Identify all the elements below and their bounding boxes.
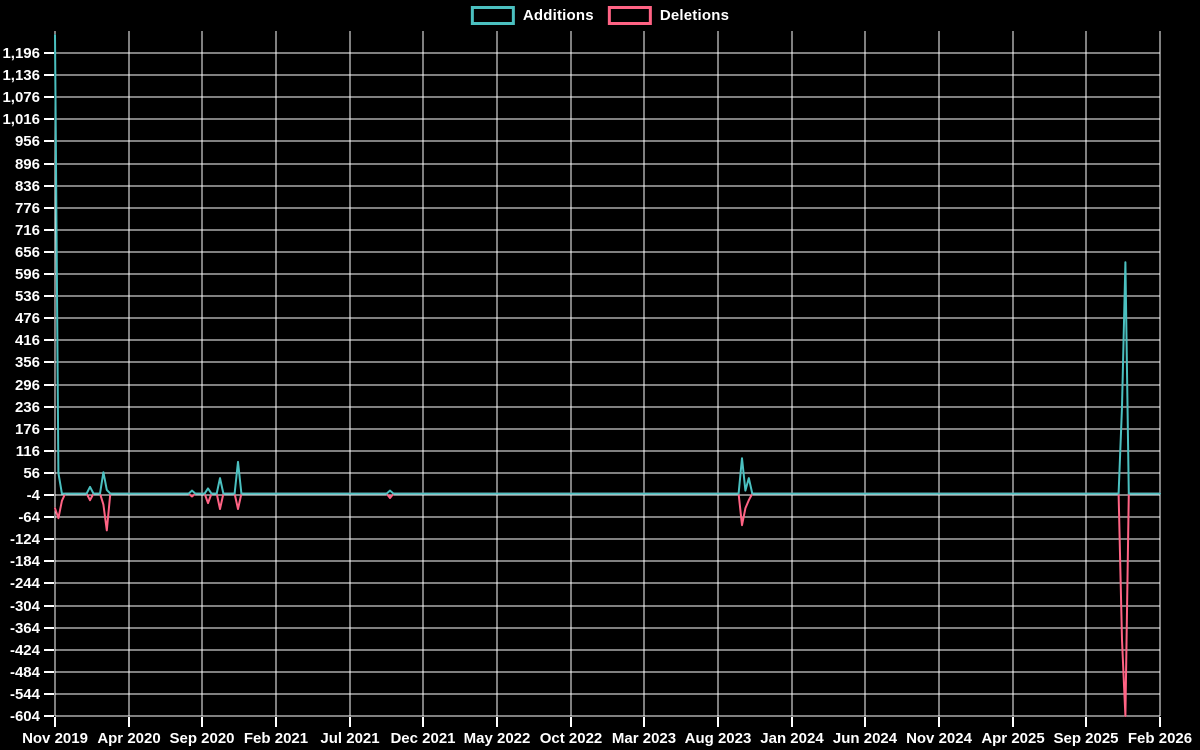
x-tick-label: Nov 2019	[22, 730, 88, 747]
y-tick-label: -364	[10, 620, 41, 637]
y-tick-label: 236	[15, 399, 40, 416]
y-tick-label: 1,016	[2, 111, 40, 128]
x-tick-label: Aug 2023	[685, 730, 752, 747]
x-tick-label: Jun 2024	[833, 730, 898, 747]
legend-label-deletions: Deletions	[659, 7, 730, 24]
series-line-deletions	[54, 492, 1161, 717]
legend-item-deletions[interactable]: Deletions	[607, 6, 730, 25]
y-tick-label: 1,136	[2, 67, 40, 84]
y-tick-label: -124	[10, 531, 41, 548]
y-tick-label: 596	[15, 266, 40, 283]
chart-legend: Additions Deletions	[470, 6, 730, 25]
x-tick-label: Jan 2024	[760, 730, 824, 747]
y-tick-label: -4	[27, 487, 41, 504]
x-tick-label: Oct 2022	[540, 730, 603, 747]
series-line-additions	[54, 34, 1161, 495]
x-tick-label: Nov 2024	[906, 730, 973, 747]
y-tick-label: 176	[15, 421, 40, 438]
x-tick-label: Mar 2023	[612, 730, 676, 747]
x-tick-label: Apr 2025	[981, 730, 1044, 747]
label-layer: 1,196 1,136 1,076 1,016 956 896 836 776 716 656 59…	[2, 45, 1192, 747]
y-tick-label: 956	[15, 133, 40, 150]
y-tick-label: -484	[10, 664, 41, 681]
y-tick-label: -604	[10, 708, 41, 725]
x-tick-label: Sep 2020	[169, 730, 234, 747]
y-tick-label: 476	[15, 310, 40, 327]
y-tick-label: 536	[15, 288, 40, 305]
grid-layer	[54, 31, 1161, 717]
y-tick-label: -424	[10, 642, 41, 659]
y-tick-label: 896	[15, 156, 40, 173]
x-tick-label: Sep 2025	[1053, 730, 1118, 747]
x-tick-label: Dec 2021	[390, 730, 455, 747]
series-layer	[54, 34, 1161, 717]
y-tick-label: 116	[16, 443, 40, 460]
y-tick-label: -64	[18, 509, 40, 526]
y-tick-label: 1,076	[2, 89, 40, 106]
y-tick-label: 416	[15, 332, 40, 349]
tick-layer	[44, 52, 1161, 727]
y-tick-label: 716	[15, 222, 40, 239]
y-tick-label: 56	[23, 465, 40, 482]
y-tick-label: 1,196	[2, 45, 40, 62]
additions-swatch-icon	[470, 6, 515, 25]
x-tick-label: Apr 2020	[97, 730, 160, 747]
y-tick-label: 776	[15, 200, 40, 217]
x-tick-label: Feb 2021	[244, 730, 308, 747]
x-tick-label: May 2022	[464, 730, 531, 747]
y-tick-label: -244	[10, 575, 41, 592]
y-tick-label: -304	[10, 598, 41, 615]
y-tick-label: 356	[15, 354, 40, 371]
y-tick-label: 656	[15, 244, 40, 261]
legend-item-additions[interactable]: Additions	[470, 6, 594, 25]
deletions-swatch-icon	[607, 6, 652, 25]
legend-label-additions: Additions	[522, 7, 594, 24]
y-tick-label: 296	[15, 377, 40, 394]
y-tick-label: -184	[10, 553, 41, 570]
y-tick-label: -544	[10, 686, 41, 703]
x-tick-label: Feb 2026	[1128, 730, 1192, 747]
y-tick-label: 836	[15, 178, 40, 195]
x-tick-label: Jul 2021	[320, 730, 379, 747]
